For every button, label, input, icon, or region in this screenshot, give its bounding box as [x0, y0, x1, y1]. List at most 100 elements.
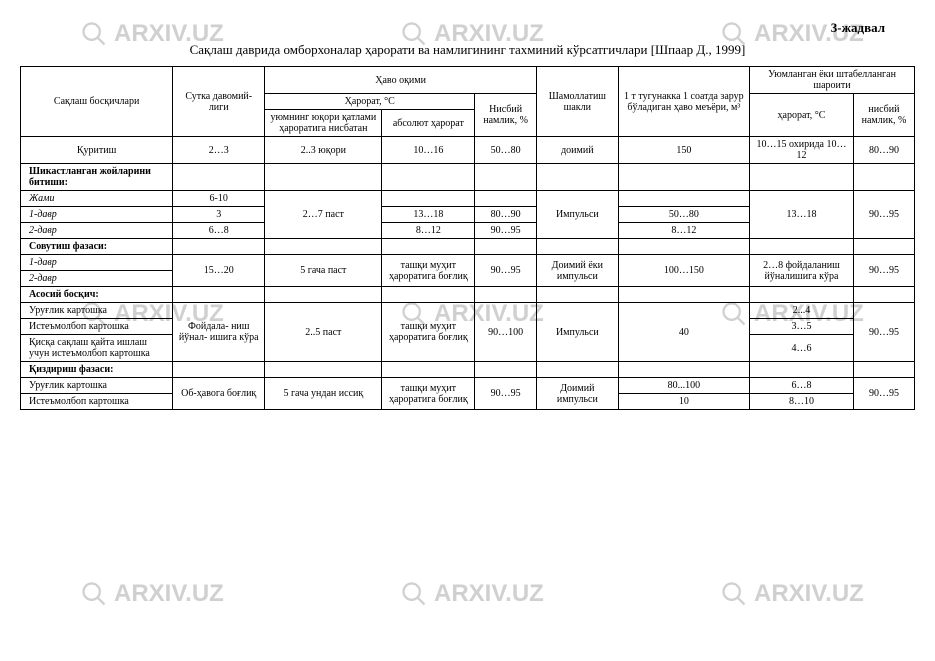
watermark: ARXIV.UZ: [80, 580, 224, 608]
col-humidity: Нисбий намлик, %: [475, 94, 537, 137]
cell: 10…15 охирида 10…12: [750, 137, 854, 164]
watermark-text: ARXIV.UZ: [434, 580, 544, 608]
cell: [475, 191, 537, 207]
section-cell: Совутиш фазаси:: [21, 239, 173, 255]
data-table: Сақлаш босқичлари Сутка давомий- лиги Ҳа…: [20, 66, 915, 410]
cell: 13…18: [382, 207, 475, 223]
cell: Уруғлик картошка: [21, 378, 173, 394]
cell: [537, 362, 619, 378]
cell: Қисқа сақлаш қайта ишлаш учун истеъмолбо…: [21, 335, 173, 362]
cell: 80…90: [475, 207, 537, 223]
cell: [618, 191, 749, 207]
cell: [537, 287, 619, 303]
cell: 2…7 паст: [265, 191, 382, 239]
cell: Доимий ёки импульси: [537, 255, 619, 287]
cell: 6-10: [173, 191, 265, 207]
cell: [537, 239, 619, 255]
cell: [382, 239, 475, 255]
cell: [618, 164, 749, 191]
table-row: Асосий босқич:: [21, 287, 915, 303]
cell: 3…5: [750, 319, 854, 335]
cell: [173, 362, 265, 378]
cell: 80...100: [618, 378, 749, 394]
cell: Уруғлик картошка: [21, 303, 173, 319]
table-row: Шикастланган жойларини битиши:: [21, 164, 915, 191]
cell: 2-давр: [21, 223, 173, 239]
cell: 80…90: [853, 137, 914, 164]
col-vent: Шамоллатиш шакли: [537, 67, 619, 137]
cell: 2...4: [750, 303, 854, 319]
cell: Импульси: [537, 303, 619, 362]
cell: доимий: [537, 137, 619, 164]
cell: [173, 287, 265, 303]
section-cell: Шикастланган жойларини битиши:: [21, 164, 173, 191]
col-days: Сутка давомий- лиги: [173, 67, 265, 137]
table-row: Уруғлик картошка Об-ҳавога боғлиқ 5 гача…: [21, 378, 915, 394]
cell: 2-давр: [21, 271, 173, 287]
cell: [173, 164, 265, 191]
table-row: 1-давр 15…20 5 гача паст ташқи муҳит ҳар…: [21, 255, 915, 271]
table-row: Қиздириш фазаси:: [21, 362, 915, 378]
cell: [475, 362, 537, 378]
table-row: Совутиш фазаси:: [21, 239, 915, 255]
table-number: 3-жадвал: [20, 20, 915, 36]
cell: 90…95: [475, 255, 537, 287]
cell: 5 гача паст: [265, 255, 382, 287]
cell: Жами: [21, 191, 173, 207]
cell: 90…95: [475, 223, 537, 239]
section-cell: Асосий босқич:: [21, 287, 173, 303]
cell: 3: [173, 207, 265, 223]
cell: Қуритиш: [21, 137, 173, 164]
cell: [265, 362, 382, 378]
cell: 4…6: [750, 335, 854, 362]
cell: [265, 287, 382, 303]
cell: Истеъмолбоп картошка: [21, 319, 173, 335]
cell: [475, 164, 537, 191]
col-storage-t: ҳарорат, °С: [750, 94, 854, 137]
cell: 90…95: [853, 378, 914, 410]
cell: 100…150: [618, 255, 749, 287]
cell: 6…8: [750, 378, 854, 394]
cell: 1-давр: [21, 255, 173, 271]
cell: 6…8: [173, 223, 265, 239]
cell: Импульси: [537, 191, 619, 239]
cell: 50…80: [618, 207, 749, 223]
cell: [265, 239, 382, 255]
table-row: Жами 6-10 2…7 паст Импульси 13…18 90…95: [21, 191, 915, 207]
col-stages: Сақлаш босқичлари: [21, 67, 173, 137]
cell: 8…10: [750, 394, 854, 410]
cell: 90…95: [475, 378, 537, 410]
table-row: Қуритиш 2…3 2..3 юқори 10…16 50…80 доими…: [21, 137, 915, 164]
cell: [618, 287, 749, 303]
cell: [537, 164, 619, 191]
watermark: ARXIV.UZ: [720, 580, 864, 608]
cell: 40: [618, 303, 749, 362]
cell: ташқи муҳит ҳароратига боғлиқ: [382, 303, 475, 362]
cell: [265, 164, 382, 191]
cell: [382, 164, 475, 191]
col-abs: абсолют ҳарорат: [382, 110, 475, 137]
cell: ташқи муҳит ҳароратига боғлиқ: [382, 255, 475, 287]
cell: 15…20: [173, 255, 265, 287]
cell: 10: [618, 394, 749, 410]
cell: [750, 362, 854, 378]
cell: 5 гача ундан иссиқ: [265, 378, 382, 410]
cell: 2…3: [173, 137, 265, 164]
watermark: ARXIV.UZ: [400, 580, 544, 608]
cell: [750, 239, 854, 255]
cell: 8…12: [618, 223, 749, 239]
watermark-text: ARXIV.UZ: [754, 580, 864, 608]
cell: [382, 362, 475, 378]
cell: Доимий импульси: [537, 378, 619, 410]
cell: [618, 362, 749, 378]
cell: 13…18: [750, 191, 854, 239]
cell: 10…16: [382, 137, 475, 164]
cell: 150: [618, 137, 749, 164]
cell: 90…95: [853, 191, 914, 239]
cell: Фойдала- ниш йўнал- ишига кўра: [173, 303, 265, 362]
cell: 50…80: [475, 137, 537, 164]
cell: 1-давр: [21, 207, 173, 223]
cell: [475, 239, 537, 255]
col-rel: уюмнинг юқори қатлами ҳароратига нисбата…: [265, 110, 382, 137]
cell: 90…100: [475, 303, 537, 362]
